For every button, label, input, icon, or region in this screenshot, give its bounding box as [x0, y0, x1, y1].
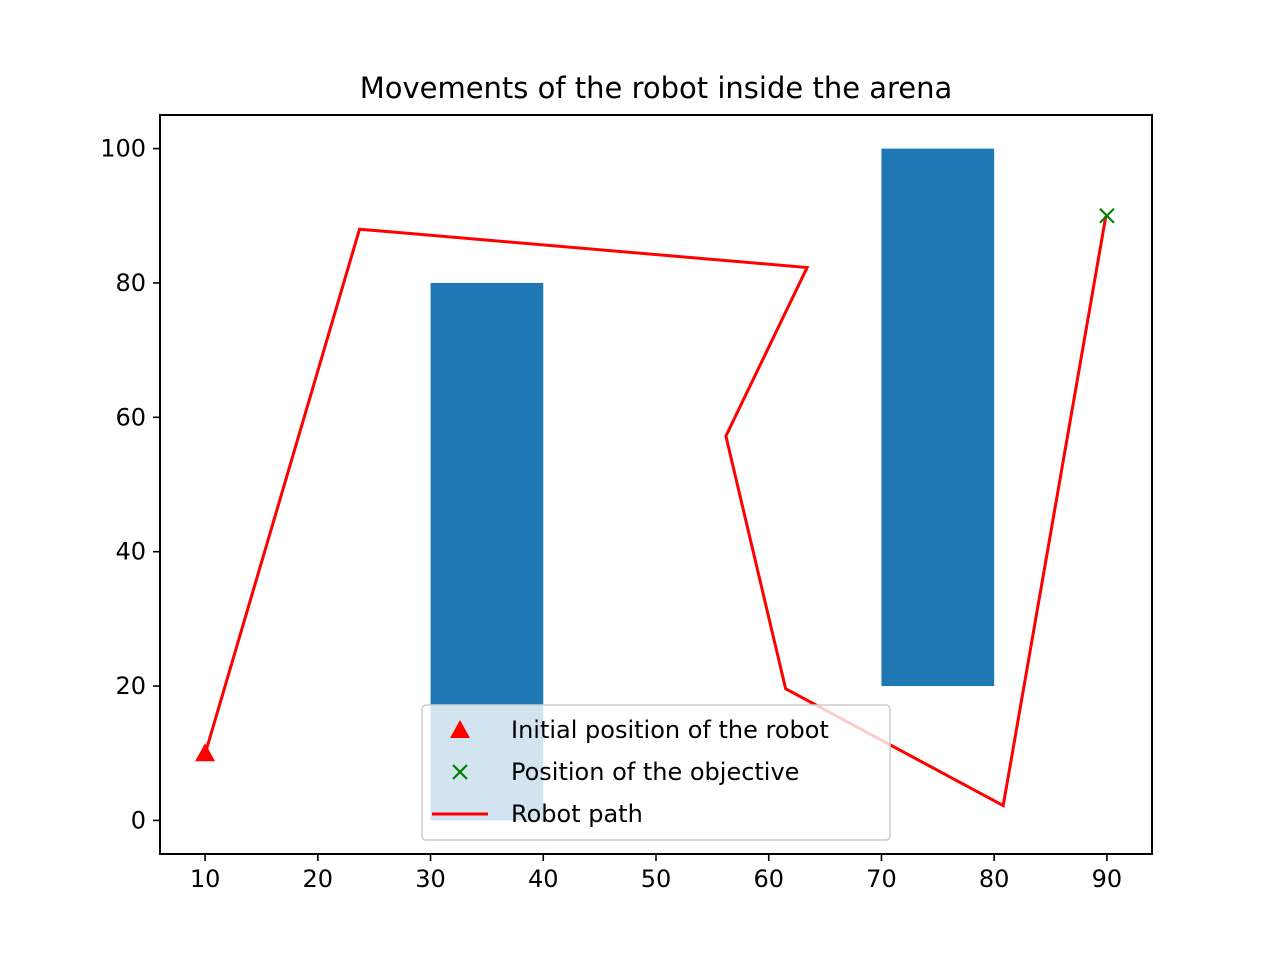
- x-tick-label: 40: [528, 865, 559, 893]
- y-tick-label: 40: [115, 538, 146, 566]
- legend-handle-objective: [452, 764, 468, 780]
- x-tick-label: 10: [190, 865, 221, 893]
- x-tick-label: 30: [415, 865, 446, 893]
- legend-box: [421, 704, 891, 841]
- initial-position-marker: [195, 743, 216, 762]
- chart-title: Movements of the robot inside the arena: [360, 71, 953, 105]
- x-tick-label: 60: [753, 865, 784, 893]
- robot-path-line: [203, 216, 1108, 808]
- x-tick-label: 70: [866, 865, 897, 893]
- plot-area: 10 20 30 40 50 60 70 80 90 0 20 40 60 80 100: [100, 114, 1153, 893]
- y-tick-label: 20: [115, 672, 146, 700]
- legend-handle-objective-stroke: [452, 764, 468, 780]
- legend-handle-initial-position: [450, 720, 470, 738]
- legend-label: Initial position of the robot: [511, 716, 829, 744]
- obstacle-2: [881, 148, 995, 687]
- y-tick-label: 80: [115, 269, 146, 297]
- x-tick-label: 90: [1092, 865, 1123, 893]
- y-tick-label: 100: [100, 135, 146, 163]
- legend: Initial position of the robot Position of…: [421, 704, 891, 841]
- legend-label: Robot path: [511, 800, 643, 828]
- legend-label: Position of the objective: [511, 758, 799, 786]
- objective-marker-stroke: [1099, 207, 1115, 224]
- objective-marker: [1099, 207, 1115, 224]
- y-tick-label: 60: [115, 403, 146, 431]
- x-tick-label: 50: [641, 865, 672, 893]
- x-tick-label: 80: [979, 865, 1010, 893]
- x-tick-label: 20: [303, 865, 334, 893]
- y-tick-label: 0: [131, 806, 146, 834]
